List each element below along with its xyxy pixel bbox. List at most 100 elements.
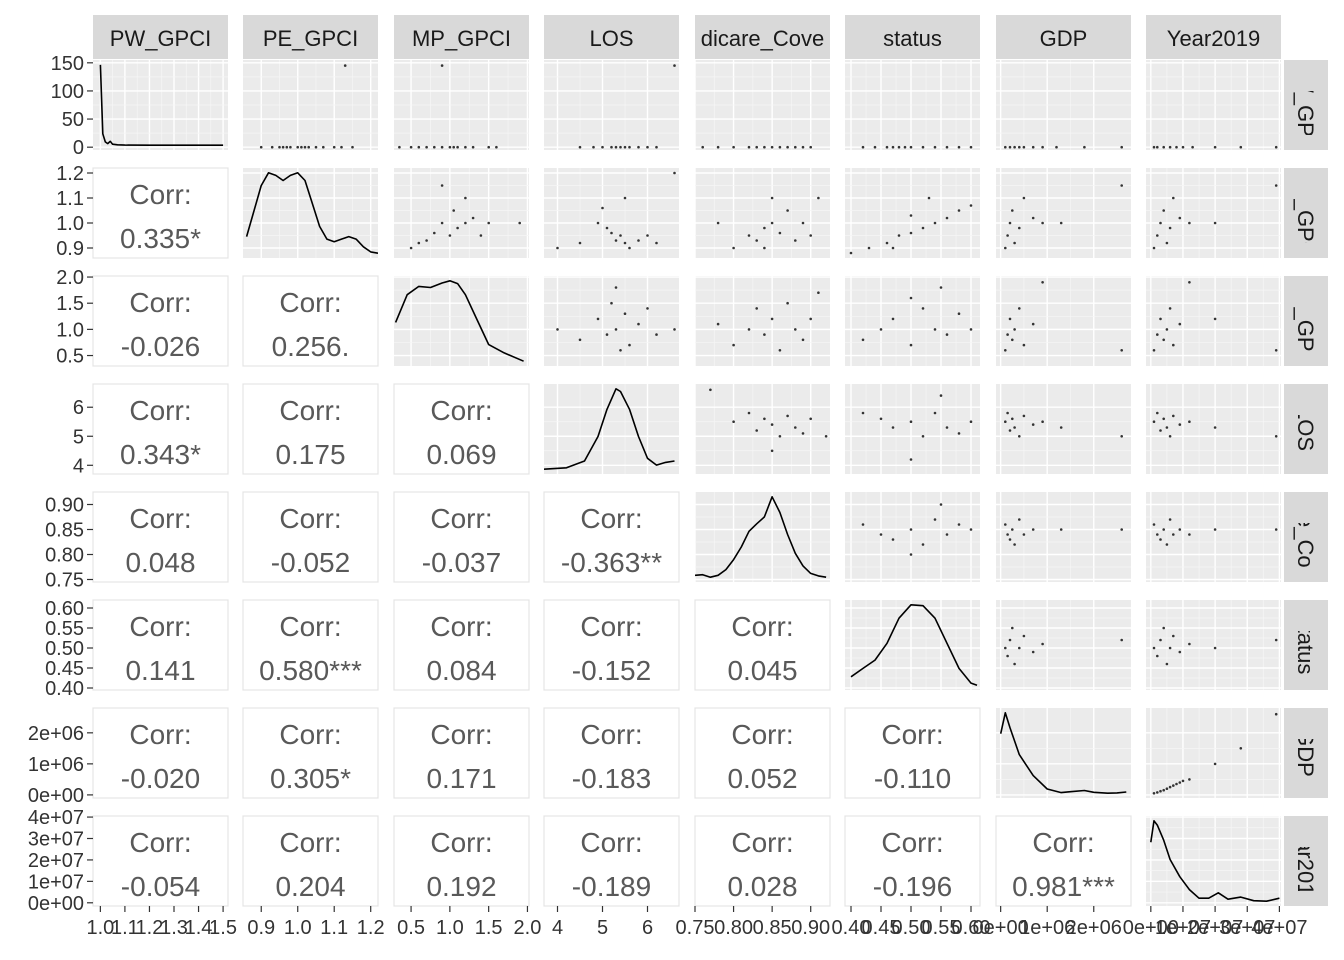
scatter-point <box>763 333 766 336</box>
column-strip-GDP: GDP <box>996 15 1131 59</box>
column-strip-Year2019: Year2019 <box>1146 15 1281 59</box>
scatter-point <box>1165 328 1169 331</box>
y-tick-label: 50 <box>62 109 84 131</box>
column-strip-bg <box>93 15 228 59</box>
y-tick-label: 1.5 <box>56 293 84 315</box>
x-tick-label: 2.0 <box>514 917 542 939</box>
panel-r3-c4 <box>695 384 830 474</box>
y-tick-label: 1e+06 <box>28 754 84 776</box>
scatter-point <box>1022 533 1026 536</box>
scatter-point <box>885 241 889 245</box>
scatter-point <box>891 246 895 250</box>
x-tick-label: 1.5 <box>475 917 503 939</box>
x-axis-col-PW_GPCI: 1.01.11.21.31.41.5 <box>86 906 237 939</box>
scatter-point <box>809 145 812 149</box>
scatter-point <box>646 145 649 149</box>
scatter-point <box>909 528 913 531</box>
scatter-point <box>1041 221 1044 225</box>
corr-label: Corr: <box>731 827 793 858</box>
scatter-point <box>809 234 812 237</box>
corr-label: Corr: <box>279 827 341 858</box>
scatter-point <box>1213 426 1217 429</box>
corr-value: -0.037 <box>422 547 501 578</box>
scatter-point <box>849 251 853 255</box>
row-strip-label: LOS <box>1293 407 1318 451</box>
scatter-point <box>1059 528 1063 531</box>
y-tick-label: 150 <box>51 53 84 75</box>
scatter-point <box>1156 145 1159 149</box>
scatter-point <box>1041 642 1044 646</box>
y-tick-label: 4 <box>73 455 84 477</box>
panel-bg <box>243 168 378 258</box>
panel-content <box>1146 708 1281 798</box>
scatter-point <box>628 246 631 250</box>
scatter-point <box>409 145 413 149</box>
scatter-point <box>1120 528 1123 531</box>
scatter-point <box>794 145 797 149</box>
scatter-point <box>471 216 475 220</box>
scatter-point <box>957 145 961 149</box>
scatter-point <box>1011 528 1014 531</box>
scatter-point <box>1013 241 1016 245</box>
y-tick-label: 0.60 <box>45 598 84 620</box>
corr-label: Corr: <box>279 611 341 642</box>
column-strip-bg <box>996 15 1131 59</box>
scatter-point <box>452 145 456 149</box>
scatter-point <box>1178 528 1182 531</box>
panel-content <box>996 384 1131 474</box>
scatter-point <box>778 435 782 438</box>
column-strip-label: dicare_Cove <box>701 26 825 51</box>
panel-bg <box>544 168 679 258</box>
x-tick-label: 0e+00 <box>1123 917 1179 939</box>
density-line <box>999 712 1127 794</box>
panel-r7-c2: Corr: 0.192 <box>393 815 530 907</box>
panel-r5-c3: Corr: -0.152 <box>543 599 680 691</box>
panel-r6-c6 <box>996 708 1131 798</box>
column-strip-label: GDP <box>1040 26 1088 51</box>
panel-r1-c3 <box>544 168 679 258</box>
scatter-point <box>763 246 766 250</box>
scatter-point <box>1168 518 1172 521</box>
panel-r0-c7 <box>1146 60 1281 150</box>
scatter-point <box>1120 145 1123 149</box>
x-tick-label: 1.1 <box>111 917 139 939</box>
scatter-point <box>592 145 595 149</box>
corr-panel-bg <box>242 707 379 799</box>
scatter-point <box>1156 234 1159 237</box>
scatter-point <box>1162 626 1165 630</box>
scatter-point <box>1041 420 1044 424</box>
x-axis-col-LOS: 4 5 6 <box>552 906 653 939</box>
scatter-point <box>1188 281 1191 284</box>
panel-bg <box>695 384 830 474</box>
corr-label: Corr: <box>129 503 191 534</box>
scatter-point <box>1178 781 1182 784</box>
scatter-point <box>314 145 318 149</box>
scatter-point <box>495 145 498 149</box>
panel-r6-c1: Corr: 0.305* <box>242 707 379 799</box>
scatter-point <box>518 221 521 225</box>
panel-r0-c0 <box>93 60 228 150</box>
x-tick-label: 1.3 <box>160 917 188 939</box>
scatter-point <box>1004 523 1007 526</box>
scatter-point <box>903 145 907 149</box>
scatter-point <box>1159 638 1162 642</box>
corr-label: Corr: <box>430 719 492 750</box>
scatter-point <box>1188 420 1191 424</box>
scatter-point <box>1004 646 1007 650</box>
scatter-point <box>578 241 582 245</box>
x-tick-label: 1.2 <box>136 917 164 939</box>
panel-r6-c2: Corr: 0.171 <box>393 707 530 799</box>
scatter-point <box>891 317 895 321</box>
scatter-point <box>1031 322 1035 326</box>
scatter-point <box>556 328 559 331</box>
scatter-point <box>1274 435 1278 438</box>
scatter-point <box>921 307 925 310</box>
scatter-point <box>755 429 758 432</box>
row-strip-Year2019: Year2019 <box>1284 816 1328 906</box>
corr-label: Corr: <box>580 827 642 858</box>
panel-r5-c5 <box>845 600 980 690</box>
panel-r5-c4: Corr: 0.045 <box>694 599 831 691</box>
corr-panel-bg <box>694 707 831 799</box>
panel-r1-c1 <box>243 168 378 258</box>
